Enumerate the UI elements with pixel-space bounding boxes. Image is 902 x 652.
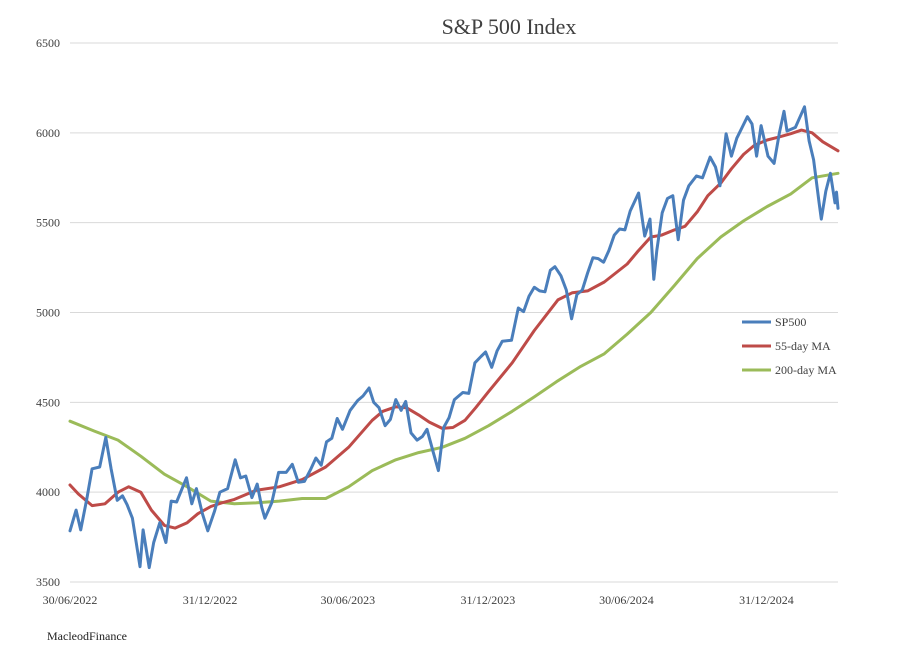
y-tick-label: 6500 (36, 36, 60, 50)
y-tick-label: 6000 (36, 126, 60, 140)
gridlines (70, 42, 838, 583)
chart-title: S&P 500 Index (442, 14, 577, 39)
source-footer: MacleodFinance (47, 629, 127, 643)
legend: SP500 55-day MA 200-day MA (742, 315, 837, 377)
legend-label: 200-day MA (775, 363, 837, 377)
x-tick-label: 30/06/2023 (320, 593, 375, 607)
y-tick-label: 3500 (36, 575, 60, 589)
series-line-sp500 (68, 105, 840, 570)
legend-label: 55-day MA (775, 339, 831, 353)
series-line-55-day-ma (68, 128, 840, 530)
y-axis-ticks: 6500 6000 5500 5000 4500 4000 3500 (36, 36, 60, 589)
y-tick-label: 4500 (36, 395, 60, 409)
y-tick-label: 5000 (36, 306, 60, 320)
legend-label: SP500 (775, 315, 806, 329)
y-tick-label: 4000 (36, 485, 60, 499)
x-tick-label: 31/12/2022 (183, 593, 238, 607)
x-tick-label: 31/12/2024 (739, 593, 794, 607)
x-tick-label: 31/12/2023 (461, 593, 516, 607)
x-axis-ticks: 30/06/2022 31/12/2022 30/06/2023 31/12/2023… (43, 593, 794, 607)
x-tick-label: 30/06/2022 (43, 593, 98, 607)
y-tick-label: 5500 (36, 216, 60, 230)
series-lines (68, 105, 840, 570)
x-tick-label: 30/06/2024 (599, 593, 654, 607)
